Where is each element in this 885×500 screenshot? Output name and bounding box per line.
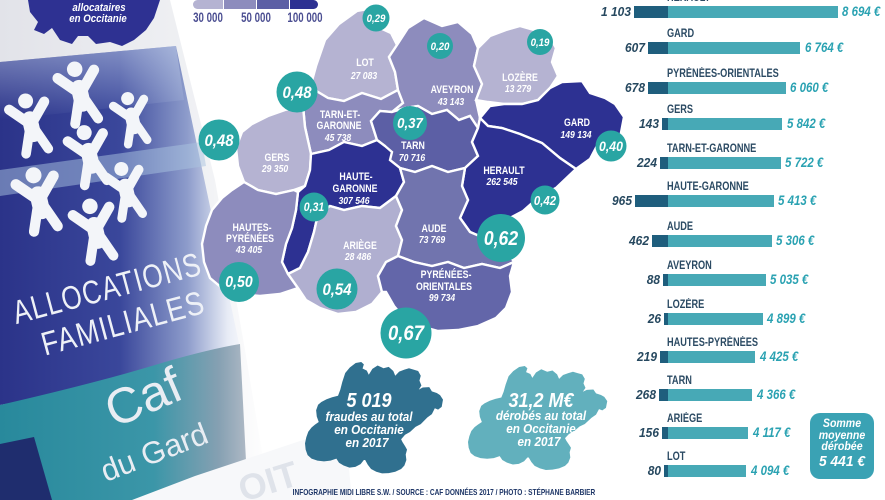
- svg-text:0,42: 0,42: [534, 193, 556, 208]
- svg-text:13 279: 13 279: [505, 83, 532, 95]
- svg-text:0,29: 0,29: [367, 14, 386, 26]
- svg-text:HAUTE-: HAUTE-: [339, 171, 372, 183]
- svg-text:0,50: 0,50: [225, 273, 253, 291]
- svg-text:43 405: 43 405: [235, 244, 263, 256]
- svg-text:GARD: GARD: [564, 117, 590, 129]
- svg-text:43 143: 43 143: [437, 96, 465, 108]
- svg-text:GARONNE: GARONNE: [333, 183, 378, 195]
- svg-text:0,40: 0,40: [599, 138, 624, 154]
- svg-text:PYRÉNÉES: PYRÉNÉES: [226, 233, 274, 245]
- svg-text:ARIÈGE: ARIÈGE: [343, 240, 377, 252]
- svg-text:dérobés au total: dérobés au total: [496, 408, 587, 423]
- svg-text:AUDE: AUDE: [422, 223, 447, 235]
- svg-text:en Occitanie: en Occitanie: [506, 421, 576, 436]
- svg-text:en 2017: en 2017: [346, 435, 390, 450]
- svg-text:0,67: 0,67: [388, 322, 425, 345]
- svg-text:TARN: TARN: [401, 140, 425, 152]
- svg-text:29 350: 29 350: [261, 163, 289, 175]
- svg-text:TARN-ET-: TARN-ET-: [320, 109, 360, 121]
- svg-text:en 2017: en 2017: [518, 434, 562, 449]
- svg-text:149 134: 149 134: [560, 129, 592, 141]
- svg-text:en Occitanie: en Occitanie: [334, 422, 404, 437]
- svg-text:LOT: LOT: [356, 57, 374, 69]
- svg-text:262 545: 262 545: [486, 176, 519, 188]
- svg-text:allocataires: allocataires: [72, 3, 125, 15]
- svg-text:0,19: 0,19: [531, 38, 550, 50]
- svg-text:0,54: 0,54: [322, 281, 351, 299]
- svg-text:0,48: 0,48: [282, 84, 311, 102]
- svg-text:HAUTES-: HAUTES-: [232, 222, 271, 234]
- svg-text:31,2 M€: 31,2 M€: [508, 390, 574, 412]
- svg-text:fraudes au total: fraudes au total: [325, 409, 413, 424]
- svg-text:45 738: 45 738: [324, 132, 352, 144]
- svg-text:GERS: GERS: [265, 152, 290, 164]
- svg-text:0,48: 0,48: [204, 132, 233, 150]
- svg-text:en Occitanie: en Occitanie: [69, 14, 127, 26]
- svg-text:HERAULT: HERAULT: [483, 165, 524, 177]
- svg-text:0,31: 0,31: [304, 201, 325, 214]
- svg-text:0,20: 0,20: [431, 42, 450, 54]
- svg-text:70 716: 70 716: [399, 152, 426, 164]
- svg-text:0,62: 0,62: [484, 227, 519, 249]
- svg-text:5 019: 5 019: [346, 390, 391, 412]
- svg-text:AVEYRON: AVEYRON: [431, 84, 474, 96]
- svg-text:LOZÈRE: LOZÈRE: [502, 72, 538, 84]
- svg-text:0,37: 0,37: [397, 114, 424, 131]
- svg-text:ORIENTALES: ORIENTALES: [416, 281, 472, 293]
- svg-text:27 083: 27 083: [350, 70, 378, 82]
- svg-text:PYRÉNÉES-: PYRÉNÉES-: [421, 269, 472, 281]
- svg-text:307 546: 307 546: [338, 195, 370, 207]
- svg-text:28 486: 28 486: [344, 251, 372, 263]
- svg-text:99 734: 99 734: [429, 292, 456, 304]
- svg-text:73 769: 73 769: [419, 234, 446, 246]
- svg-text:GARONNE: GARONNE: [317, 120, 362, 132]
